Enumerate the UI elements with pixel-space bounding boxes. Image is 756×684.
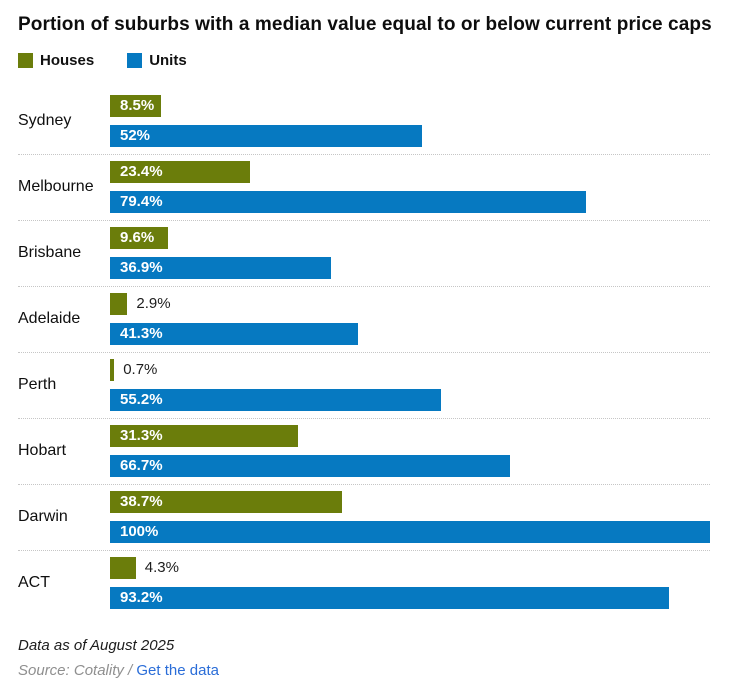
bar-row-units: 36.9% [110, 257, 710, 279]
bar-track: 9.6% 36.9% [110, 227, 710, 279]
houses-bar [110, 425, 298, 447]
houses-bar [110, 293, 128, 315]
data-as-of-note: Data as of August 2025 [18, 637, 175, 654]
value-label: 36.9% [120, 259, 163, 276]
value-label: 31.3% [120, 427, 163, 444]
bar-row-units: 41.3% [110, 323, 710, 345]
bar-row-houses: 0.7% [110, 359, 710, 381]
bar-track: 23.4% 79.4% [110, 161, 710, 213]
source-line: Source: Cotality / Get the data [18, 662, 756, 679]
units-bar [110, 323, 358, 345]
bar-track: 38.7% 100% [110, 491, 710, 543]
units-bar [110, 521, 710, 543]
bar-track: 31.3% 66.7% [110, 425, 710, 477]
units-bar [110, 257, 332, 279]
bar-row-houses: 23.4% [110, 161, 710, 183]
bar-track: 0.7% 55.2% [110, 359, 710, 411]
chart-row-hobart: Hobart 31.3% 66.7% [18, 419, 710, 485]
units-swatch-icon [127, 53, 143, 68]
chart-row-perth: Perth 0.7% 55.2% [18, 353, 710, 419]
bar-row-units: 55.2% [110, 389, 710, 411]
bar-row-units: 79.4% [110, 191, 710, 213]
houses-bar [110, 557, 136, 579]
category-label: Melbourne [18, 178, 94, 195]
value-label: 4.3% [144, 559, 179, 576]
bar-row-units: 93.2% [110, 587, 710, 609]
value-label: 23.4% [120, 163, 163, 180]
legend-label-houses: Houses [40, 52, 95, 69]
bar-row-units: 100% [110, 521, 710, 543]
chart-row-act: ACT 4.3% 93.2% [18, 551, 710, 616]
category-label: Sydney [18, 112, 72, 129]
units-bar [110, 125, 422, 147]
bar-row-units: 52% [110, 125, 710, 147]
value-label: 55.2% [120, 391, 163, 408]
category-label: Hobart [18, 442, 67, 459]
bar-row-houses: 4.3% [110, 557, 710, 579]
value-label: 100% [120, 523, 159, 540]
bar-row-houses: 9.6% [110, 227, 710, 249]
units-bar [110, 389, 442, 411]
value-label: 52% [120, 127, 151, 144]
legend: Houses Units [18, 52, 756, 69]
bar-row-houses: 8.5% [110, 95, 710, 117]
bar-row-houses: 31.3% [110, 425, 710, 447]
houses-bar [110, 95, 161, 117]
category-label: Adelaide [18, 310, 81, 327]
value-label: 93.2% [120, 589, 163, 606]
category-label: Perth [18, 376, 57, 393]
chart-row-darwin: Darwin 38.7% 100% [18, 485, 710, 551]
legend-item-units: Units [127, 52, 187, 69]
category-label: Darwin [18, 508, 68, 525]
bar-track: 2.9% 41.3% [110, 293, 710, 345]
bar-track: 4.3% 93.2% [110, 557, 710, 609]
units-bar [110, 587, 670, 609]
chart-row-adelaide: Adelaide 2.9% 41.3% [18, 287, 710, 353]
units-bar [110, 191, 587, 213]
houses-bar [110, 161, 251, 183]
value-label: 0.7% [123, 361, 158, 378]
value-label: 8.5% [120, 97, 155, 114]
legend-label-units: Units [149, 52, 187, 69]
chart-row-melbourne: Melbourne 23.4% 79.4% [18, 155, 710, 221]
houses-bar [110, 491, 343, 513]
chart-title: Portion of suburbs with a median value e… [18, 14, 712, 35]
houses-bar [110, 359, 115, 381]
legend-item-houses: Houses [18, 52, 94, 69]
value-label: 66.7% [120, 457, 163, 474]
value-label: 38.7% [120, 493, 163, 510]
houses-swatch-icon [18, 53, 33, 68]
chart-row-brisbane: Brisbane 9.6% 36.9% [18, 221, 710, 287]
value-label: 9.6% [120, 229, 155, 246]
source-text: Source: Cotality / [18, 662, 133, 679]
get-the-data-link[interactable]: Get the data [136, 662, 219, 679]
bar-row-houses: 2.9% [110, 293, 710, 315]
category-label: ACT [18, 574, 50, 591]
units-bar [110, 455, 511, 477]
chart-row-sydney: Sydney 8.5% 52% [18, 89, 710, 155]
bar-track: 8.5% 52% [110, 95, 710, 147]
bar-row-houses: 38.7% [110, 491, 710, 513]
value-label: 2.9% [136, 295, 171, 312]
bar-row-units: 66.7% [110, 455, 710, 477]
value-label: 79.4% [120, 193, 163, 210]
houses-bar [110, 227, 168, 249]
value-label: 41.3% [120, 325, 163, 342]
bar-chart: Sydney 8.5% 52% Melbourne 23.4% 79.4% Brisbane… [18, 89, 710, 616]
category-label: Brisbane [18, 244, 82, 261]
